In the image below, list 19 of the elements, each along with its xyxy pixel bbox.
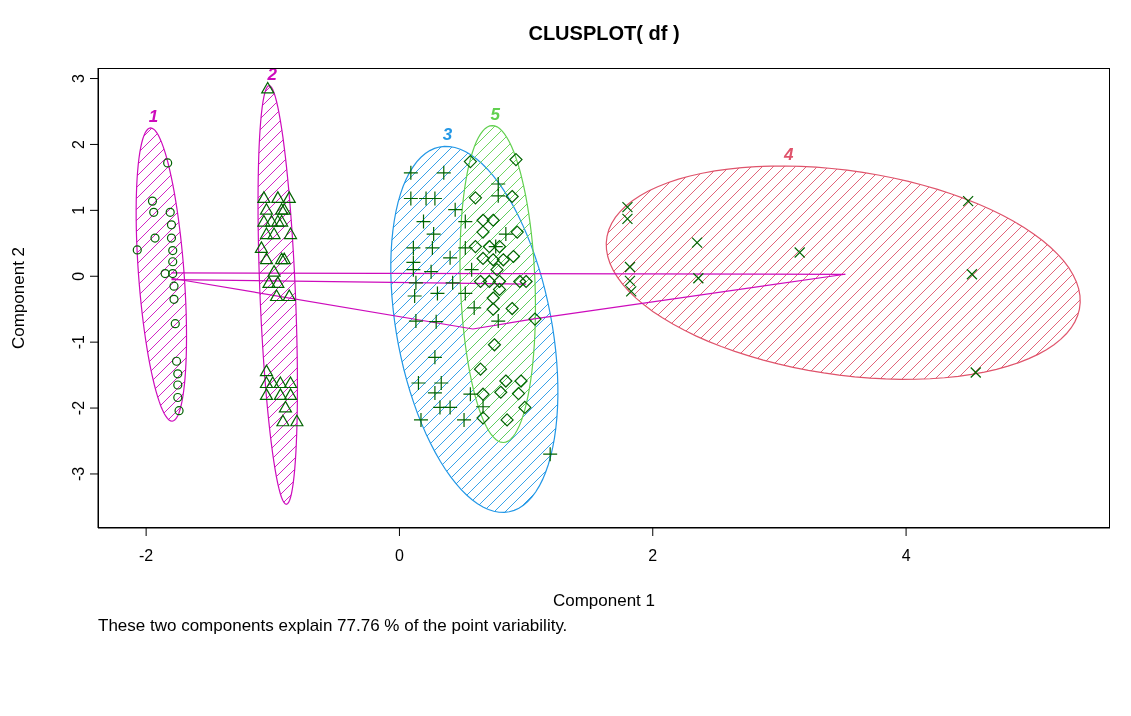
text: These two components explain 77.76 % of the point variability. [98, 616, 568, 636]
chart-title: CLUSPLOT( df ) [527, 22, 681, 45]
y-tick-label: 3 [70, 74, 87, 83]
annotation: 5 [490, 104, 501, 124]
y-tick-label: -2 [70, 400, 87, 416]
x-tick-label: 0 [394, 547, 404, 565]
annotation: 1 [148, 106, 159, 126]
y-tick-label: -3 [70, 466, 87, 482]
annotation: 4 [783, 145, 795, 164]
x-tick-label: 2 [648, 547, 658, 565]
y-axis-title: Component 2 [9, 246, 29, 350]
y-tick-label: 2 [70, 139, 87, 149]
y-tick-label: 1 [70, 205, 87, 215]
x-axis-title: Component 1 [552, 591, 656, 610]
y-tick-label: -1 [70, 334, 87, 350]
x-tick-label: -2 [139, 547, 154, 565]
y-tick-label: 0 [70, 271, 87, 281]
annotation: 3 [442, 125, 453, 145]
x-tick-label: 4 [901, 547, 911, 565]
